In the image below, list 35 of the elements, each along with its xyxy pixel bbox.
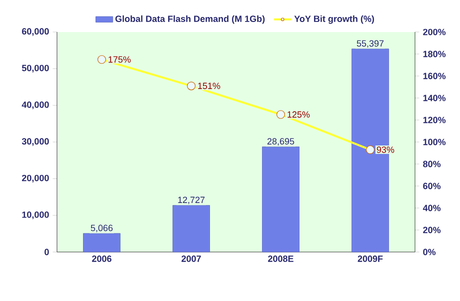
legend-label: YoY Bit growth (%) [294, 15, 374, 24]
data-label: 28,695 [267, 138, 294, 146]
legend-label: Global Data Flash Demand (M 1Gb) [115, 15, 265, 24]
y-tick-label: 60,000 [22, 28, 49, 36]
y2-tick-label: 0% [423, 248, 436, 256]
y-tick-label: 30,000 [22, 138, 49, 146]
x-tick-label: 2007 [182, 256, 201, 262]
y2-tick-label: 60% [423, 182, 441, 190]
y-tick-label: 40,000 [22, 101, 49, 110]
data-label: 93% [376, 146, 394, 153]
y2-tick-label: 40% [422, 204, 441, 212]
data-label: 55,397 [356, 40, 384, 48]
bar [262, 146, 300, 252]
y2-tick-label: 20% [423, 226, 441, 234]
data-label: 125% [288, 111, 310, 118]
data-label: 151% [198, 82, 220, 90]
y-tick-label: 20,000 [22, 174, 49, 183]
y2-tick-label: 100% [423, 138, 446, 146]
bar [172, 205, 210, 252]
y-tick-label: 10,000 [22, 211, 49, 220]
y2-tick-label: 140% [423, 94, 446, 102]
y2-tick-label: 120% [423, 116, 446, 124]
x-tick-label: 2006 [92, 256, 112, 262]
y2-tick-label: 80% [423, 160, 441, 168]
y-tick-label: 0 [44, 248, 49, 256]
x-tick-label: 2008E [268, 256, 294, 262]
data-label: 175% [108, 56, 131, 63]
data-label: 5,066 [90, 224, 113, 232]
y2-tick-label: 160% [423, 72, 446, 80]
y-tick-label: 50,000 [22, 64, 49, 73]
x-tick-label: 2009F [358, 256, 383, 262]
y2-tick-label: 180% [423, 50, 446, 58]
data-label: 12,727 [178, 196, 205, 204]
y2-tick-label: 200% [423, 28, 446, 36]
bar [83, 233, 120, 252]
